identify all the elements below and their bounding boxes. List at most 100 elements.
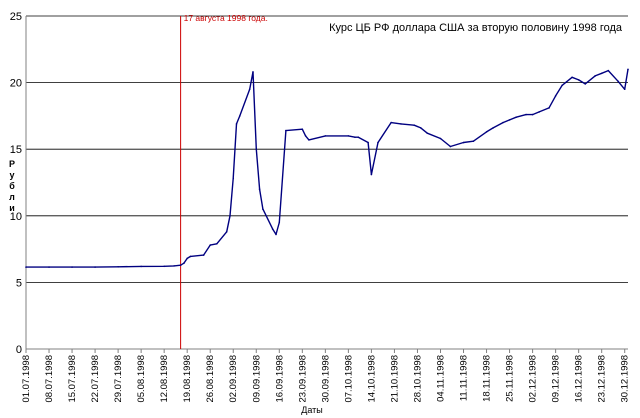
data-point xyxy=(439,137,442,140)
data-point xyxy=(235,123,238,125)
x-tick-label: 21.10.1998 xyxy=(389,355,400,403)
x-tick-label: 26.08.1998 xyxy=(205,355,216,403)
data-point xyxy=(324,135,327,137)
data-point xyxy=(215,242,218,245)
data-point xyxy=(515,116,517,119)
data-point xyxy=(449,145,452,148)
y-tick-label: 10 xyxy=(10,211,22,223)
x-tick-label: 07.10.1998 xyxy=(343,355,354,403)
data-point xyxy=(594,75,596,77)
data-point xyxy=(584,83,587,85)
data-point xyxy=(48,266,50,268)
x-tick-label: 11.11.1998 xyxy=(459,355,470,401)
y-tick-label: 0 xyxy=(16,344,22,356)
x-tick-label: 04.11.1998 xyxy=(435,355,446,402)
axes xyxy=(25,16,628,350)
x-tick-label: 16.09.1998 xyxy=(274,355,285,403)
data-point xyxy=(186,257,188,260)
x-tick-label: 02.12.1998 xyxy=(528,355,539,403)
x-tick-label: 14.10.1998 xyxy=(366,355,377,403)
x-tick-label: 16.12.1998 xyxy=(574,355,585,403)
data-point xyxy=(183,262,185,265)
data-point xyxy=(377,141,379,144)
event-marker-label: 17 августа 1998 года. xyxy=(184,13,268,23)
data-point xyxy=(554,95,557,97)
x-tick-label: 29.07.1998 xyxy=(113,355,124,403)
data-point xyxy=(492,127,494,129)
data-point xyxy=(262,208,264,210)
data-points xyxy=(25,68,629,268)
x-tick-label: 30.12.1998 xyxy=(620,355,631,403)
data-point xyxy=(301,128,304,131)
y-tick-label: 15 xyxy=(10,144,22,156)
x-tick-label: 23.09.1998 xyxy=(297,355,308,403)
data-point xyxy=(357,136,360,139)
gridlines xyxy=(26,15,628,283)
y-tick-label: 5 xyxy=(16,277,22,289)
x-tick-label: 09.12.1998 xyxy=(551,355,562,403)
y-tick-label: 20 xyxy=(10,78,22,90)
data-point xyxy=(308,139,310,141)
data-point xyxy=(173,265,175,267)
x-tick-label: 19.08.1998 xyxy=(182,355,193,403)
data-point xyxy=(229,215,231,217)
data-point xyxy=(623,88,626,91)
data-point xyxy=(485,131,488,133)
data-point xyxy=(561,84,564,87)
x-axis-title: Даты xyxy=(301,405,323,415)
data-point xyxy=(304,135,307,137)
data-point xyxy=(462,141,465,144)
data-point xyxy=(354,136,356,139)
data-point xyxy=(538,111,540,113)
data-point xyxy=(577,79,580,81)
x-tick-label: 25.11.1998 xyxy=(505,355,516,402)
data-point xyxy=(347,135,350,137)
data-point xyxy=(140,265,142,268)
x-tick-label: 23.12.1998 xyxy=(597,355,608,403)
data-point xyxy=(275,233,277,236)
data-point xyxy=(271,228,274,230)
x-tick-label: 15.07.1998 xyxy=(67,355,78,403)
data-point xyxy=(163,265,165,268)
data-point xyxy=(525,113,527,116)
data-point xyxy=(413,124,415,127)
data-point xyxy=(209,244,212,246)
data-point xyxy=(367,141,369,144)
data-point xyxy=(239,115,241,117)
x-tick-label: 28.10.1998 xyxy=(412,355,423,403)
data-point xyxy=(94,266,96,268)
data-point xyxy=(548,107,550,109)
data-point xyxy=(370,173,373,176)
data-point xyxy=(232,177,235,180)
x-tick-label: 01.07.1998 xyxy=(21,355,32,403)
data-point xyxy=(202,254,205,256)
data-point xyxy=(502,121,504,124)
x-tick-label: 05.08.1998 xyxy=(136,355,147,403)
data-point xyxy=(285,129,287,132)
x-tick-label: 30.09.1998 xyxy=(320,355,331,403)
data-point xyxy=(627,68,629,71)
x-tick-label: 08.07.1998 xyxy=(44,355,55,403)
data-point xyxy=(117,266,119,268)
x-tick-label: 02.09.1998 xyxy=(228,355,239,403)
x-tick-labels: 01.07.1998 08.07.1998 15.07.1998 22.07.1998… xyxy=(21,349,631,403)
data-point xyxy=(419,127,422,129)
x-tick-label: 09.09.1998 xyxy=(251,355,262,403)
x-tick-label: 22.07.1998 xyxy=(90,355,101,403)
data-point xyxy=(508,119,511,121)
chart-title: Курс ЦБ РФ доллара США за вторую половин… xyxy=(329,22,623,34)
data-point xyxy=(571,76,573,79)
data-point xyxy=(426,132,429,135)
data-point xyxy=(600,72,603,75)
data-point xyxy=(390,121,392,124)
data-point xyxy=(258,188,261,190)
data-point xyxy=(531,113,534,116)
data-point xyxy=(472,140,475,143)
data-point xyxy=(248,88,251,91)
data-point xyxy=(617,80,619,83)
data-point xyxy=(252,71,254,73)
data-point xyxy=(278,221,281,224)
series-line-usd-rub xyxy=(26,69,629,268)
